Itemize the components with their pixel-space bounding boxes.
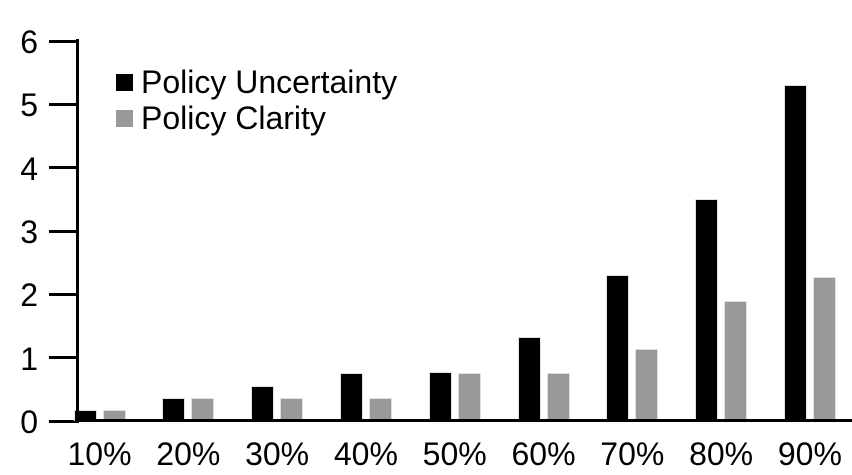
legend-item-policy-uncertainty: Policy Uncertainty xyxy=(116,64,397,100)
y-tick-label: 1 xyxy=(20,340,38,377)
legend-label-policy-uncertainty: Policy Uncertainty xyxy=(141,64,398,100)
bar-policy-clarity-90% xyxy=(812,276,836,421)
bar-policy-uncertainty-30% xyxy=(251,385,275,421)
y-tick-label: 0 xyxy=(20,404,38,440)
bar-policy-clarity-80% xyxy=(724,300,748,421)
bar-policy-uncertainty-60% xyxy=(517,337,541,421)
y-axis-line xyxy=(76,39,79,423)
y-tick-mark xyxy=(49,229,77,233)
bar-policy-uncertainty-70% xyxy=(606,275,630,421)
x-tick-label: 70% xyxy=(600,436,665,472)
y-tick-label: 3 xyxy=(20,214,38,250)
y-tick-mark xyxy=(49,39,77,43)
x-tick-label: 20% xyxy=(156,436,221,472)
bar-policy-uncertainty-50% xyxy=(428,372,452,421)
bar-policy-clarity-10% xyxy=(102,409,126,421)
x-tick-label: 60% xyxy=(511,436,576,472)
x-tick-label: 50% xyxy=(422,436,487,472)
y-tick-label: 6 xyxy=(20,24,38,60)
bar-policy-uncertainty-90% xyxy=(783,85,807,421)
legend: Policy Uncertainty Policy Clarity xyxy=(116,64,397,136)
legend-swatch-policy-clarity-icon xyxy=(116,109,133,127)
bar-policy-uncertainty-80% xyxy=(695,199,719,421)
y-tick-mark xyxy=(49,419,77,423)
bar-policy-clarity-20% xyxy=(191,397,215,421)
bar-policy-clarity-40% xyxy=(368,397,392,421)
bar-policy-uncertainty-20% xyxy=(162,397,186,421)
x-tick-label: 90% xyxy=(777,436,842,472)
y-tick-mark xyxy=(49,102,77,106)
x-tick-label: 40% xyxy=(333,436,398,472)
y-tick-mark xyxy=(49,356,77,360)
x-axis-line xyxy=(76,419,852,422)
y-tick-mark xyxy=(49,166,77,170)
bar-policy-uncertainty-40% xyxy=(339,372,363,421)
bar-policy-clarity-30% xyxy=(280,397,304,421)
legend-label-policy-clarity: Policy Clarity xyxy=(141,100,326,136)
legend-item-policy-clarity: Policy Clarity xyxy=(116,100,397,136)
bar-policy-clarity-50% xyxy=(457,372,481,421)
y-tick-label: 2 xyxy=(20,277,38,314)
x-tick-label: 30% xyxy=(245,436,310,472)
x-tick-label: 80% xyxy=(689,436,754,472)
x-tick-label: 10% xyxy=(67,436,132,472)
bar-policy-clarity-60% xyxy=(546,372,570,421)
y-tick-mark xyxy=(49,292,77,296)
bar-policy-clarity-70% xyxy=(635,349,659,421)
bar-policy-uncertainty-10% xyxy=(73,409,97,421)
y-tick-label: 5 xyxy=(20,87,38,124)
y-tick-label: 4 xyxy=(20,150,38,187)
legend-swatch-policy-uncertainty-icon xyxy=(116,73,133,91)
